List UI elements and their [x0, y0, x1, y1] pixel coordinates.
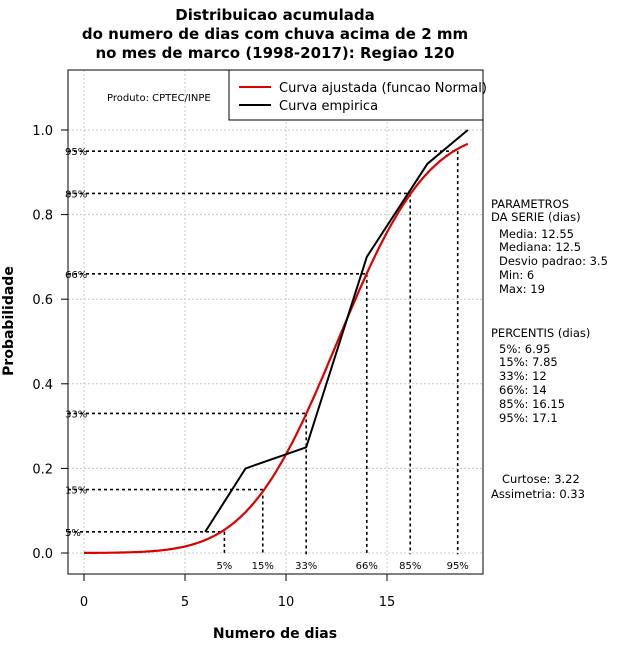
percentis-line: 95%: 17.1 — [499, 411, 558, 425]
percentile-x-label: 95% — [447, 561, 469, 572]
percentis-line: 85%: 16.15 — [499, 397, 565, 411]
x-tick-label: 5 — [181, 595, 189, 610]
shape-panel: Curtose: 3.22 Assimetria: 0.33 — [491, 472, 585, 501]
y-tick-label: 0.8 — [32, 209, 53, 224]
empirical-curve — [204, 129, 469, 533]
x-tick-label: 15 — [379, 595, 396, 610]
parametros-line: Desvio padrao: 3.5 — [499, 254, 608, 268]
percentile-y-label: 66% — [65, 270, 87, 281]
x-tick-label: 0 — [80, 595, 88, 610]
parametros-line: Mediana: 12.5 — [499, 240, 581, 254]
percentile-y-label: 5% — [65, 528, 81, 539]
percentis-line: 5%: 6.95 — [499, 342, 550, 356]
curtose-line: Curtose: 3.22 — [502, 472, 580, 486]
axes: 0 5 10 15 0.0 0.2 0.4 0.6 0.8 1.0 — [32, 124, 395, 610]
percentile-x-label: 15% — [252, 561, 274, 572]
parametros-heading-1: PARAMETROS — [491, 197, 569, 211]
percentis-heading: PERCENTIS (dias) — [491, 326, 590, 340]
percentile-x-label: 66% — [356, 561, 378, 572]
y-tick-label: 0.0 — [32, 547, 53, 562]
grid — [68, 70, 483, 574]
percentis-panel: PERCENTIS (dias) 5%: 6.95 15%: 7.85 33%:… — [491, 326, 590, 425]
chart-title-line-1: Distribuicao acumulada — [175, 6, 374, 24]
percentis-line: 15%: 7.85 — [499, 355, 558, 369]
chart-title-line-3: no mes de marco (1998-2017): Regiao 120 — [95, 44, 454, 62]
plot-area-border — [67, 69, 484, 575]
assimetria-line: Assimetria: 0.33 — [491, 487, 585, 501]
parametros-panel: PARAMETROS DA SERIE (dias) Media: 12.55 … — [491, 197, 608, 296]
product-label: Produto: CPTEC/INPE — [107, 93, 211, 104]
x-tick-label: 10 — [278, 595, 295, 610]
chart-title-line-2: do numero de dias com chuva acima de 2 m… — [82, 25, 468, 43]
percentile-x-label: 33% — [295, 561, 317, 572]
percentile-y-label: 33% — [65, 409, 87, 420]
percentile-x-label: 5% — [216, 561, 232, 572]
percentis-line: 33%: 12 — [499, 369, 547, 383]
parametros-line: Media: 12.55 — [499, 227, 574, 241]
y-tick-label: 0.4 — [32, 378, 53, 393]
parametros-line: Max: 19 — [499, 282, 545, 296]
percentile-reference-lines: 5% 5% 15% 15% 33% 33% 66% 66% 85% 85% 95% 95% — [65, 147, 469, 572]
percentile-x-label: 85% — [399, 561, 421, 572]
percentis-line: 66%: 14 — [499, 383, 547, 397]
y-tick-label: 0.2 — [32, 462, 53, 477]
y-tick-label: 1.0 — [32, 124, 53, 139]
y-axis-label: Probabilidade — [1, 266, 17, 376]
percentile-y-label: 15% — [65, 486, 87, 497]
legend-label-fitted: Curva ajustada (funcao Normal) — [279, 81, 487, 96]
fitted-normal-curve — [84, 142, 469, 554]
legend-box — [228, 69, 484, 121]
series-layer — [84, 129, 469, 554]
percentile-y-label: 85% — [65, 189, 87, 200]
percentile-y-label: 95% — [65, 147, 87, 158]
x-axis-label: Numero de dias — [213, 626, 337, 642]
legend-label-empirical: Curva empirica — [279, 99, 378, 114]
legend: Curva ajustada (funcao Normal) Curva emp… — [228, 69, 487, 121]
parametros-heading-2: DA SERIE (dias) — [491, 210, 581, 224]
parametros-line: Min: 6 — [499, 268, 534, 282]
y-tick-label: 0.6 — [32, 293, 53, 308]
